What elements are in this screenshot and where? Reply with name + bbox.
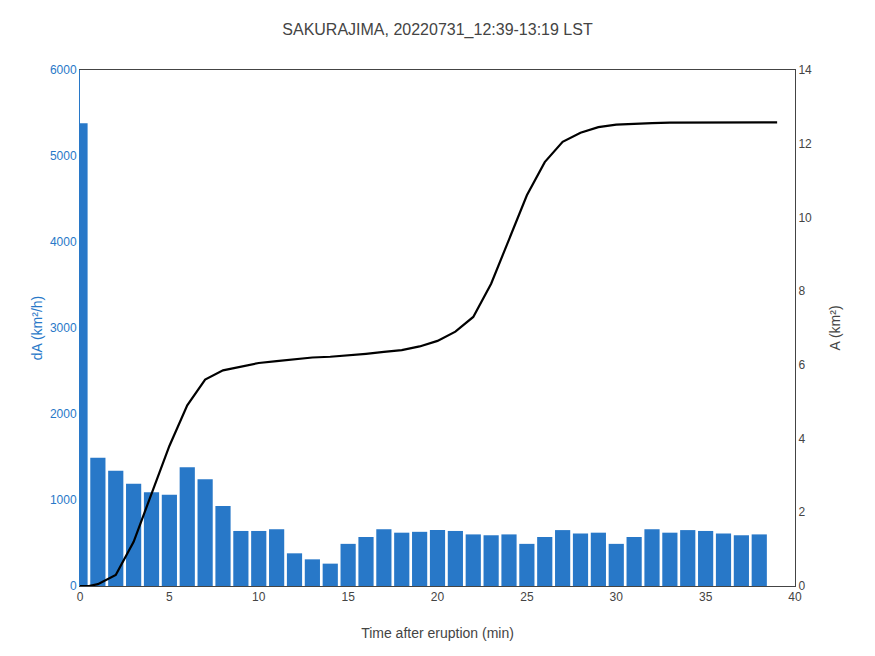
svg-text:6000: 6000 bbox=[50, 63, 77, 77]
svg-text:10: 10 bbox=[798, 211, 812, 225]
svg-text:14: 14 bbox=[798, 63, 812, 77]
svg-text:0: 0 bbox=[77, 590, 84, 604]
svg-text:0: 0 bbox=[70, 579, 77, 593]
svg-text:1000: 1000 bbox=[50, 493, 77, 507]
svg-text:30: 30 bbox=[610, 590, 624, 604]
svg-text:40: 40 bbox=[788, 590, 802, 604]
svg-text:2000: 2000 bbox=[50, 407, 77, 421]
svg-text:20: 20 bbox=[431, 590, 445, 604]
svg-text:SAKURAJIMA, 20220731_12:39-13:: SAKURAJIMA, 20220731_12:39-13:19 LST bbox=[282, 21, 593, 39]
svg-text:6: 6 bbox=[798, 358, 805, 372]
svg-text:12: 12 bbox=[798, 137, 812, 151]
svg-text:dA (km²/h): dA (km²/h) bbox=[29, 296, 45, 361]
svg-text:4000: 4000 bbox=[50, 235, 77, 249]
svg-text:5: 5 bbox=[166, 590, 173, 604]
svg-text:5000: 5000 bbox=[50, 149, 77, 163]
svg-text:35: 35 bbox=[699, 590, 713, 604]
svg-text:2: 2 bbox=[798, 505, 805, 519]
svg-text:0: 0 bbox=[798, 579, 805, 593]
svg-text:8: 8 bbox=[798, 284, 805, 298]
svg-text:A (km²): A (km²) bbox=[827, 305, 843, 350]
svg-text:15: 15 bbox=[341, 590, 355, 604]
svg-text:Time after eruption (min): Time after eruption (min) bbox=[361, 625, 514, 641]
svg-text:10: 10 bbox=[252, 590, 266, 604]
svg-text:3000: 3000 bbox=[50, 321, 77, 335]
svg-text:25: 25 bbox=[520, 590, 534, 604]
svg-text:4: 4 bbox=[798, 432, 805, 446]
